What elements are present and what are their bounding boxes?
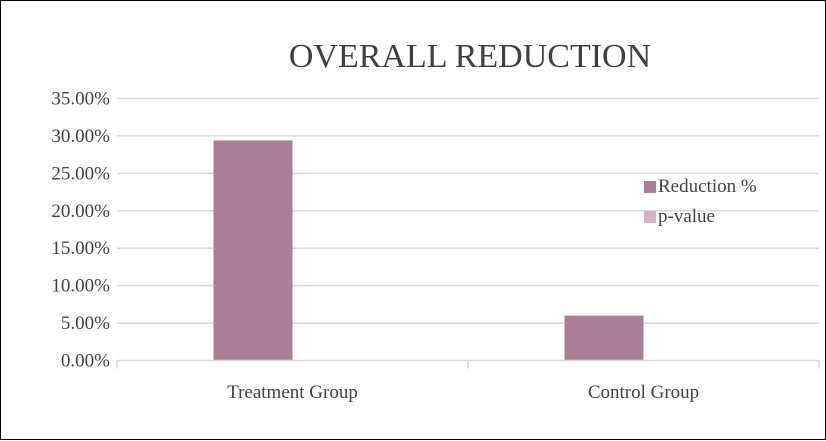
y-tick-label: 25.00%	[51, 163, 110, 184]
x-axis-categories: Treatment Group Control Group	[227, 382, 699, 403]
legend-swatch	[644, 211, 656, 223]
bars	[213, 140, 644, 361]
legend-label: p-value	[658, 206, 715, 227]
chart-title: OVERALL REDUCTION	[289, 38, 651, 75]
bar	[564, 315, 644, 361]
legend-label: Reduction %	[658, 176, 757, 197]
y-tick-label: 30.00%	[51, 126, 110, 147]
legend-swatch	[644, 181, 656, 193]
y-tick-label: 20.00%	[51, 201, 110, 222]
x-axis	[116, 359, 820, 369]
bar	[213, 140, 293, 361]
y-tick-label: 15.00%	[51, 238, 110, 259]
x-category-label: Treatment Group	[227, 382, 358, 403]
legend: Reduction % p-value	[644, 176, 757, 227]
y-tick-label: 10.00%	[51, 276, 110, 297]
y-tick-label: 0.00%	[61, 351, 110, 372]
y-tick-label: 5.00%	[61, 313, 110, 334]
y-axis-ticks: 0.00% 5.00% 10.00% 15.00% 20.00% 25.00% 30.00%…	[51, 89, 110, 372]
x-category-label: Control Group	[588, 382, 699, 403]
y-tick-label: 35.00%	[51, 89, 110, 110]
